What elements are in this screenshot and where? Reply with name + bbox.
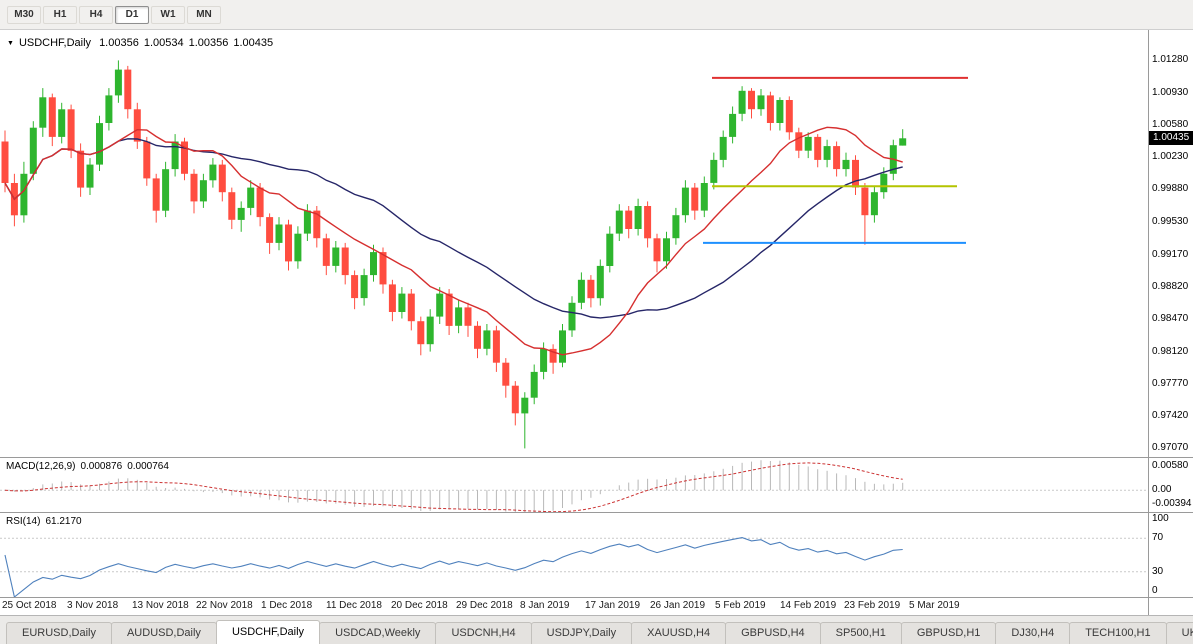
- chart-tab-eurusd-daily[interactable]: EURUSD,Daily: [6, 622, 112, 644]
- price-scale-label: 1.01280: [1152, 54, 1189, 65]
- ma-slow-line: [4, 138, 903, 319]
- price-scale-label: 1.00580: [1152, 119, 1189, 130]
- timeframe-button-mn[interactable]: MN: [187, 5, 221, 24]
- timeframe-button-m30[interactable]: M30: [7, 5, 41, 24]
- timeframe-button-h4[interactable]: H4: [79, 5, 113, 24]
- chart-tab-xauusd-h4[interactable]: XAUUSD,H4: [631, 622, 727, 644]
- price-scale-label: 0.98470: [1152, 313, 1189, 324]
- rsi-value: 61.2170: [45, 516, 82, 527]
- macd-signal-value: 0.000764: [127, 461, 169, 472]
- rsi-panel-canvas[interactable]: [0, 513, 1148, 597]
- date-axis-label: 5 Feb 2019: [715, 600, 766, 611]
- chart-window: ▼ USDCHF,Daily 1.00356 1.00534 1.00356 1…: [0, 30, 1193, 615]
- candles: [1, 60, 907, 449]
- macd-indicator-label: MACD(12,26,9) 0.000876 0.000764: [6, 461, 174, 472]
- candlestick-chart[interactable]: [0, 30, 1148, 457]
- price-scale-label: 0.99170: [1152, 249, 1189, 260]
- rsi-indicator-label: RSI(14) 61.2170: [6, 516, 87, 527]
- timeframe-button-h1[interactable]: H1: [43, 5, 77, 24]
- price-scale-label: 0.99880: [1152, 183, 1189, 194]
- chart-tab-dj30-h4[interactable]: DJ30,H4: [995, 622, 1071, 644]
- panel-separator[interactable]: [0, 512, 1193, 513]
- macd-signal-line: [4, 462, 903, 512]
- ohlc-low: 1.00356: [188, 37, 229, 49]
- timeframe-button-w1[interactable]: W1: [151, 5, 185, 24]
- chart-tab-gbpusd-h4[interactable]: GBPUSD,H4: [725, 622, 821, 644]
- date-axis-label: 20 Dec 2018: [391, 600, 448, 611]
- trend-lines[interactable]: [703, 76, 968, 244]
- date-axis-label: 3 Nov 2018: [67, 600, 119, 611]
- macd-scale-label: 0.00580: [1152, 460, 1189, 471]
- price-scale-label: 0.98120: [1152, 346, 1189, 357]
- ohlc-high: 1.00534: [143, 37, 184, 49]
- date-axis-label: 11 Dec 2018: [326, 600, 382, 611]
- macd-panel-canvas[interactable]: [0, 458, 1148, 512]
- chart-tab-usdjpy-daily[interactable]: USDJPY,Daily: [530, 622, 633, 644]
- rsi-level-lines: [0, 537, 1148, 573]
- price-scale-label: 0.97070: [1152, 442, 1189, 453]
- rsi-scale-label: 0: [1152, 585, 1158, 596]
- date-axis-label: 1 Dec 2018: [261, 600, 313, 611]
- chart-tab-tech100-h1[interactable]: TECH100,H1: [1069, 622, 1167, 644]
- rsi-scale-label: 30: [1152, 566, 1164, 577]
- ma-fast-line: [4, 126, 903, 356]
- chart-tab-usdchf-daily[interactable]: USDCHF,Daily: [215, 620, 321, 644]
- date-axis-label: 26 Jan 2019: [650, 600, 706, 611]
- price-scale-separator: [1148, 30, 1149, 615]
- date-axis-label: 22 Nov 2018: [196, 600, 253, 611]
- chart-tab-gbpusd-h1[interactable]: GBPUSD,H1: [900, 622, 997, 644]
- date-axis-label: 8 Jan 2019: [520, 600, 570, 611]
- macd-histogram: [13, 460, 904, 512]
- chart-tab-usdcnh-h4[interactable]: USDCNH,H4: [435, 622, 532, 644]
- date-axis-label: 17 Jan 2019: [585, 600, 641, 611]
- chart-tab-usdcad-weekly[interactable]: USDCAD,Weekly: [319, 622, 437, 644]
- date-axis-label: 25 Oct 2018: [2, 600, 57, 611]
- macd-main-value: 0.000876: [80, 461, 123, 472]
- price-scale-label: 0.97770: [1152, 378, 1189, 389]
- chart-tab-ukc[interactable]: UKC: [1165, 622, 1193, 644]
- price-scale-label: 1.00230: [1152, 151, 1189, 162]
- ohlc-open: 1.00356: [99, 37, 139, 49]
- date-axis-label: 5 Mar 2019: [909, 600, 960, 611]
- rsi-scale-label: 100: [1152, 513, 1169, 524]
- price-scale-label: 0.97420: [1152, 410, 1189, 421]
- timeframe-toolbar: M30 H1 H4 D1 W1 MN: [0, 0, 1193, 30]
- date-axis-label: 23 Feb 2019: [844, 600, 901, 611]
- rsi-scale-label: 70: [1152, 532, 1164, 543]
- rsi-line: [4, 537, 903, 597]
- price-scale-label: 1.00930: [1152, 87, 1189, 98]
- date-axis-label: 29 Dec 2018: [456, 600, 513, 611]
- price-scale-label: 0.99530: [1152, 216, 1189, 227]
- price-scale-label: 0.98820: [1152, 281, 1189, 292]
- timeframe-button-d1[interactable]: D1: [115, 5, 149, 24]
- rsi-label-text: RSI(14): [6, 516, 41, 527]
- panel-separator: [0, 597, 1193, 598]
- macd-scale-label: -0.00394: [1152, 498, 1192, 509]
- chart-tab-sp500-h1[interactable]: SP500,H1: [819, 622, 902, 644]
- ohlc-close: 1.00435: [233, 37, 274, 49]
- date-axis-label: 13 Nov 2018: [132, 600, 189, 611]
- macd-scale-label: 0.00: [1152, 484, 1172, 495]
- current-price-badge: 1.00435: [1149, 131, 1193, 145]
- date-axis-label: 14 Feb 2019: [780, 600, 837, 611]
- macd-label-text: MACD(12,26,9): [6, 461, 76, 472]
- chart-tab-bar: EURUSD,Daily AUDUSD,Daily USDCHF,Daily USDC…: [0, 615, 1193, 644]
- panel-separator[interactable]: [0, 457, 1193, 458]
- chart-marker-icon: ▼: [7, 39, 14, 47]
- chart-title: ▼ USDCHF,Daily 1.00356 1.00534 1.00356 1…: [7, 37, 278, 49]
- chart-tab-audusd-daily[interactable]: AUDUSD,Daily: [110, 622, 217, 644]
- symbol-label: USDCHF,Daily: [18, 37, 92, 49]
